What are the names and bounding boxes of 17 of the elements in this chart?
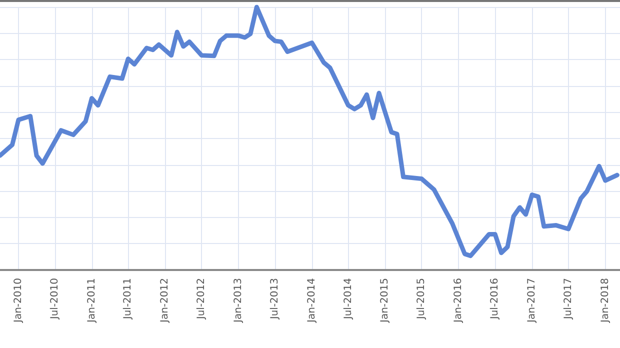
x-tick-label: Jan-2014 [306,278,318,324]
x-tick-label: Jan-2018 [600,278,611,324]
x-tick-label: Jan-2017 [526,278,538,324]
x-tick-label: Jul-2016 [490,278,501,320]
x-tick-label: Jul-2017 [562,278,574,320]
x-tick-label: Jan-2010 [12,278,24,324]
x-tick-label: Jan-2016 [453,278,464,324]
x-tick-label: Jul-2015 [416,278,428,320]
x-tick-label: Jul-2014 [342,278,354,320]
x-tick-label: Jan-2011 [86,278,98,324]
x-tick-label: Jan-2013 [233,278,244,324]
x-tick-label: Jul-2011 [122,278,134,320]
x-tick-label: Jul-2013 [269,278,280,320]
x-tick-label: Jan-2012 [160,278,171,324]
x-tick-label: Jul-2012 [196,278,208,320]
x-tick-label: Jul-2010 [49,278,60,320]
x-tick-label: Jan-2015 [380,278,391,324]
